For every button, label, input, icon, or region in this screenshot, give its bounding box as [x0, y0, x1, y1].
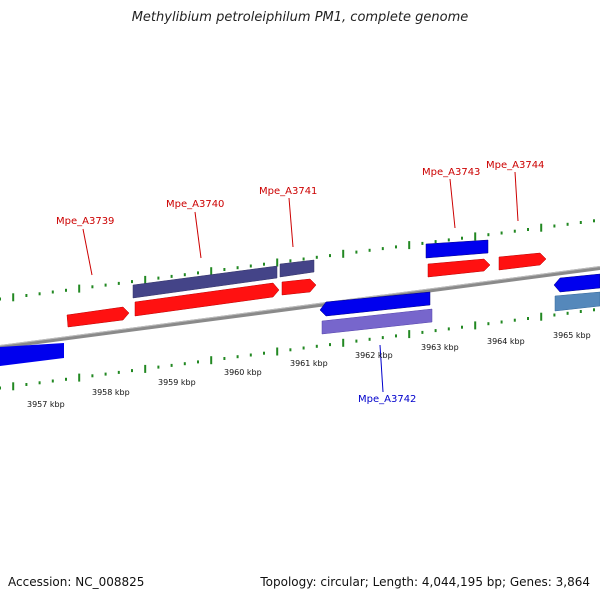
tick-label-3965: 3965 kbp — [553, 331, 591, 340]
cds-mpe-a3741[interactable] — [279, 259, 315, 278]
tick-label-3964: 3964 kbp — [487, 337, 525, 346]
tick-label-3959: 3959 kbp — [158, 378, 196, 387]
accession-text: Accession: NC_008825 — [8, 575, 145, 589]
gene-label-mpe-a3741[interactable]: Mpe_A3741 — [259, 186, 317, 197]
scale-labels: 3957 kbp 3958 kbp 3959 kbp 3960 kbp 3961… — [27, 331, 591, 409]
leader-mpe-a3744 — [514, 171, 519, 222]
gene-label-mpe-a3744[interactable]: Mpe_A3744 — [486, 160, 544, 171]
cds-mpe-a3743-reverse[interactable] — [425, 239, 489, 259]
reverse-gene-feature-left[interactable] — [0, 343, 64, 366]
lower-scale-row — [0, 308, 595, 391]
map-title: Methylibium petroleiphilum PM1, complete… — [131, 10, 469, 25]
tick-label-3957: 3957 kbp — [27, 400, 65, 409]
scale-ticks — [0, 219, 595, 391]
gene-label-mpe-a3740[interactable]: Mpe_A3740 — [166, 199, 224, 210]
genome-backbone-highlight — [0, 266, 600, 346]
tick-label-3960: 3960 kbp — [224, 368, 262, 377]
gene-mpe-a3743[interactable] — [427, 258, 491, 278]
gene-mpe-a3744[interactable] — [498, 252, 547, 271]
gene-label-mpe-a3742[interactable]: Mpe_A3742 — [358, 394, 416, 405]
genome-backbone — [0, 266, 600, 349]
gene-mpe-a3741[interactable] — [281, 278, 317, 296]
tick-label-3958: 3958 kbp — [92, 388, 130, 397]
other-feature-right[interactable] — [554, 291, 600, 312]
leader-mpe-a3739 — [82, 228, 93, 276]
gene-mpe-a3740[interactable] — [134, 282, 280, 317]
leader-mpe-a3743 — [449, 178, 456, 229]
cds-mpe-a3742[interactable] — [321, 308, 433, 335]
gene-labels: Mpe_A3739 Mpe_A3740 Mpe_A3741 Mpe_A3742 … — [56, 160, 544, 405]
gene-mpe-a3742[interactable] — [319, 291, 431, 317]
reverse-gene-feature-right[interactable] — [553, 273, 600, 293]
leader-mpe-a3740 — [194, 211, 202, 259]
leader-mpe-a3742 — [379, 344, 384, 393]
upper-scale-row — [0, 219, 595, 302]
label-leaders — [82, 171, 519, 393]
gene-mpe-a3739[interactable] — [66, 306, 130, 328]
genome-summary-text: Topology: circular; Length: 4,044,195 bp… — [260, 575, 590, 589]
tick-label-3963: 3963 kbp — [421, 343, 459, 352]
cds-mpe-a3740[interactable] — [132, 265, 278, 299]
gene-label-mpe-a3739[interactable]: Mpe_A3739 — [56, 216, 114, 227]
leader-mpe-a3741 — [288, 197, 294, 248]
tick-label-3961: 3961 kbp — [290, 359, 328, 368]
gene-label-mpe-a3743[interactable]: Mpe_A3743 — [422, 167, 480, 178]
tick-label-3962: 3962 kbp — [355, 351, 393, 360]
